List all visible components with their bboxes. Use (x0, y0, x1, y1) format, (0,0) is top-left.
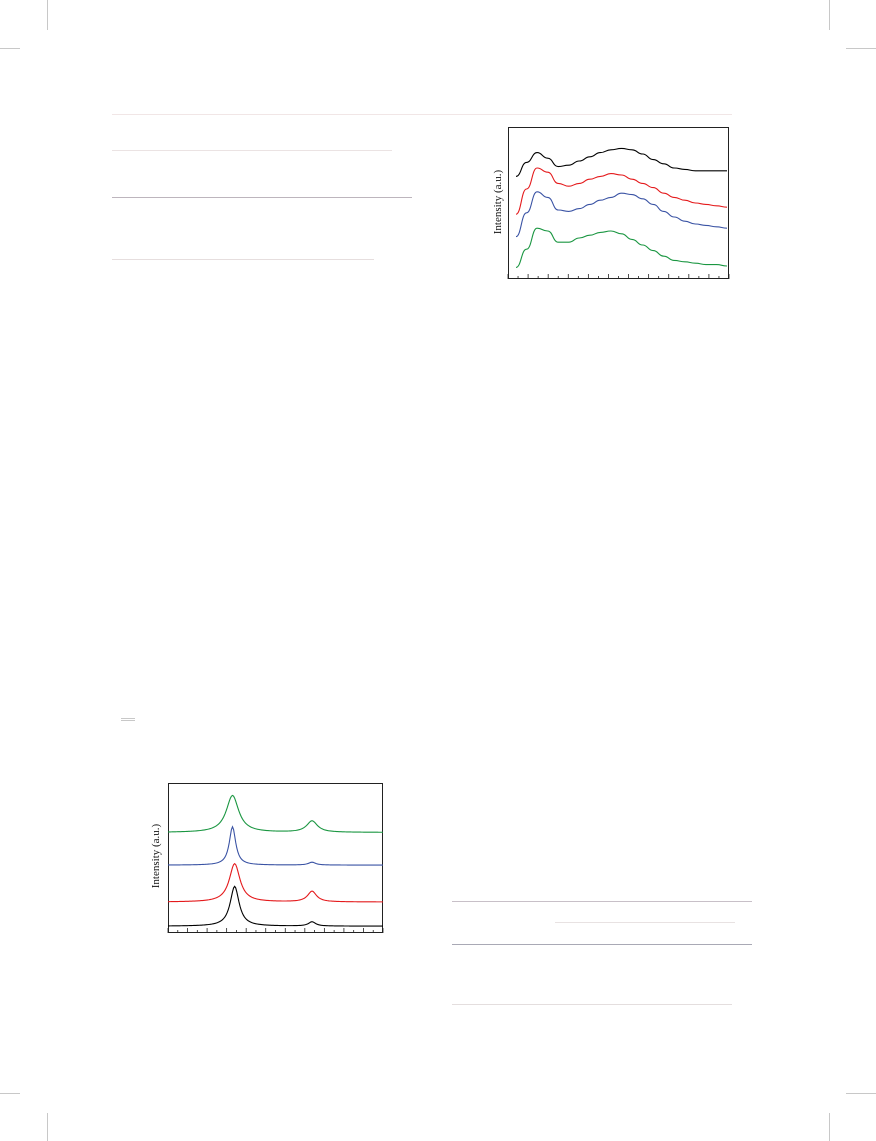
chart-top-series-2 (515, 191, 728, 238)
crop-mark-bottom-right-h (846, 1093, 876, 1094)
crop-mark-top-right-v (829, 0, 830, 30)
table-rule-4 (452, 901, 752, 902)
crop-mark-bottom-left-v (47, 1113, 48, 1141)
chart-bottom-series-0 (167, 794, 383, 833)
table-rule-3 (112, 259, 374, 260)
crop-mark-top-left-v (47, 0, 48, 30)
chart-top-series-0 (515, 147, 727, 177)
table-rule-6 (452, 944, 752, 945)
crop-mark-bottom-left-h (0, 1093, 20, 1094)
crop-mark-top-right-h (846, 48, 876, 49)
header-rule (112, 114, 732, 115)
chart-top-ylabel: Intensity (a.u.) (492, 169, 504, 235)
chart-top-plot (507, 147, 730, 279)
table-rule-2 (112, 197, 412, 198)
small-mark (121, 718, 135, 722)
chart-bottom-series-2 (167, 862, 384, 903)
table-rule-1 (112, 150, 392, 151)
table-rule-5 (555, 922, 735, 923)
chart-bottom-plot (167, 794, 384, 933)
chart-top-series-1 (515, 167, 728, 215)
chart-top-series-3 (515, 227, 728, 268)
chart-bottom-frame (168, 783, 383, 933)
chart-bottom-ylabel: Intensity (a.u.) (150, 823, 162, 889)
crop-mark-bottom-right-v (829, 1113, 830, 1141)
crop-mark-top-left-h (0, 48, 20, 49)
table-rule-7 (452, 1004, 732, 1005)
chart-bottom-series-3 (167, 885, 383, 927)
chart-bottom-series-1 (168, 825, 383, 866)
